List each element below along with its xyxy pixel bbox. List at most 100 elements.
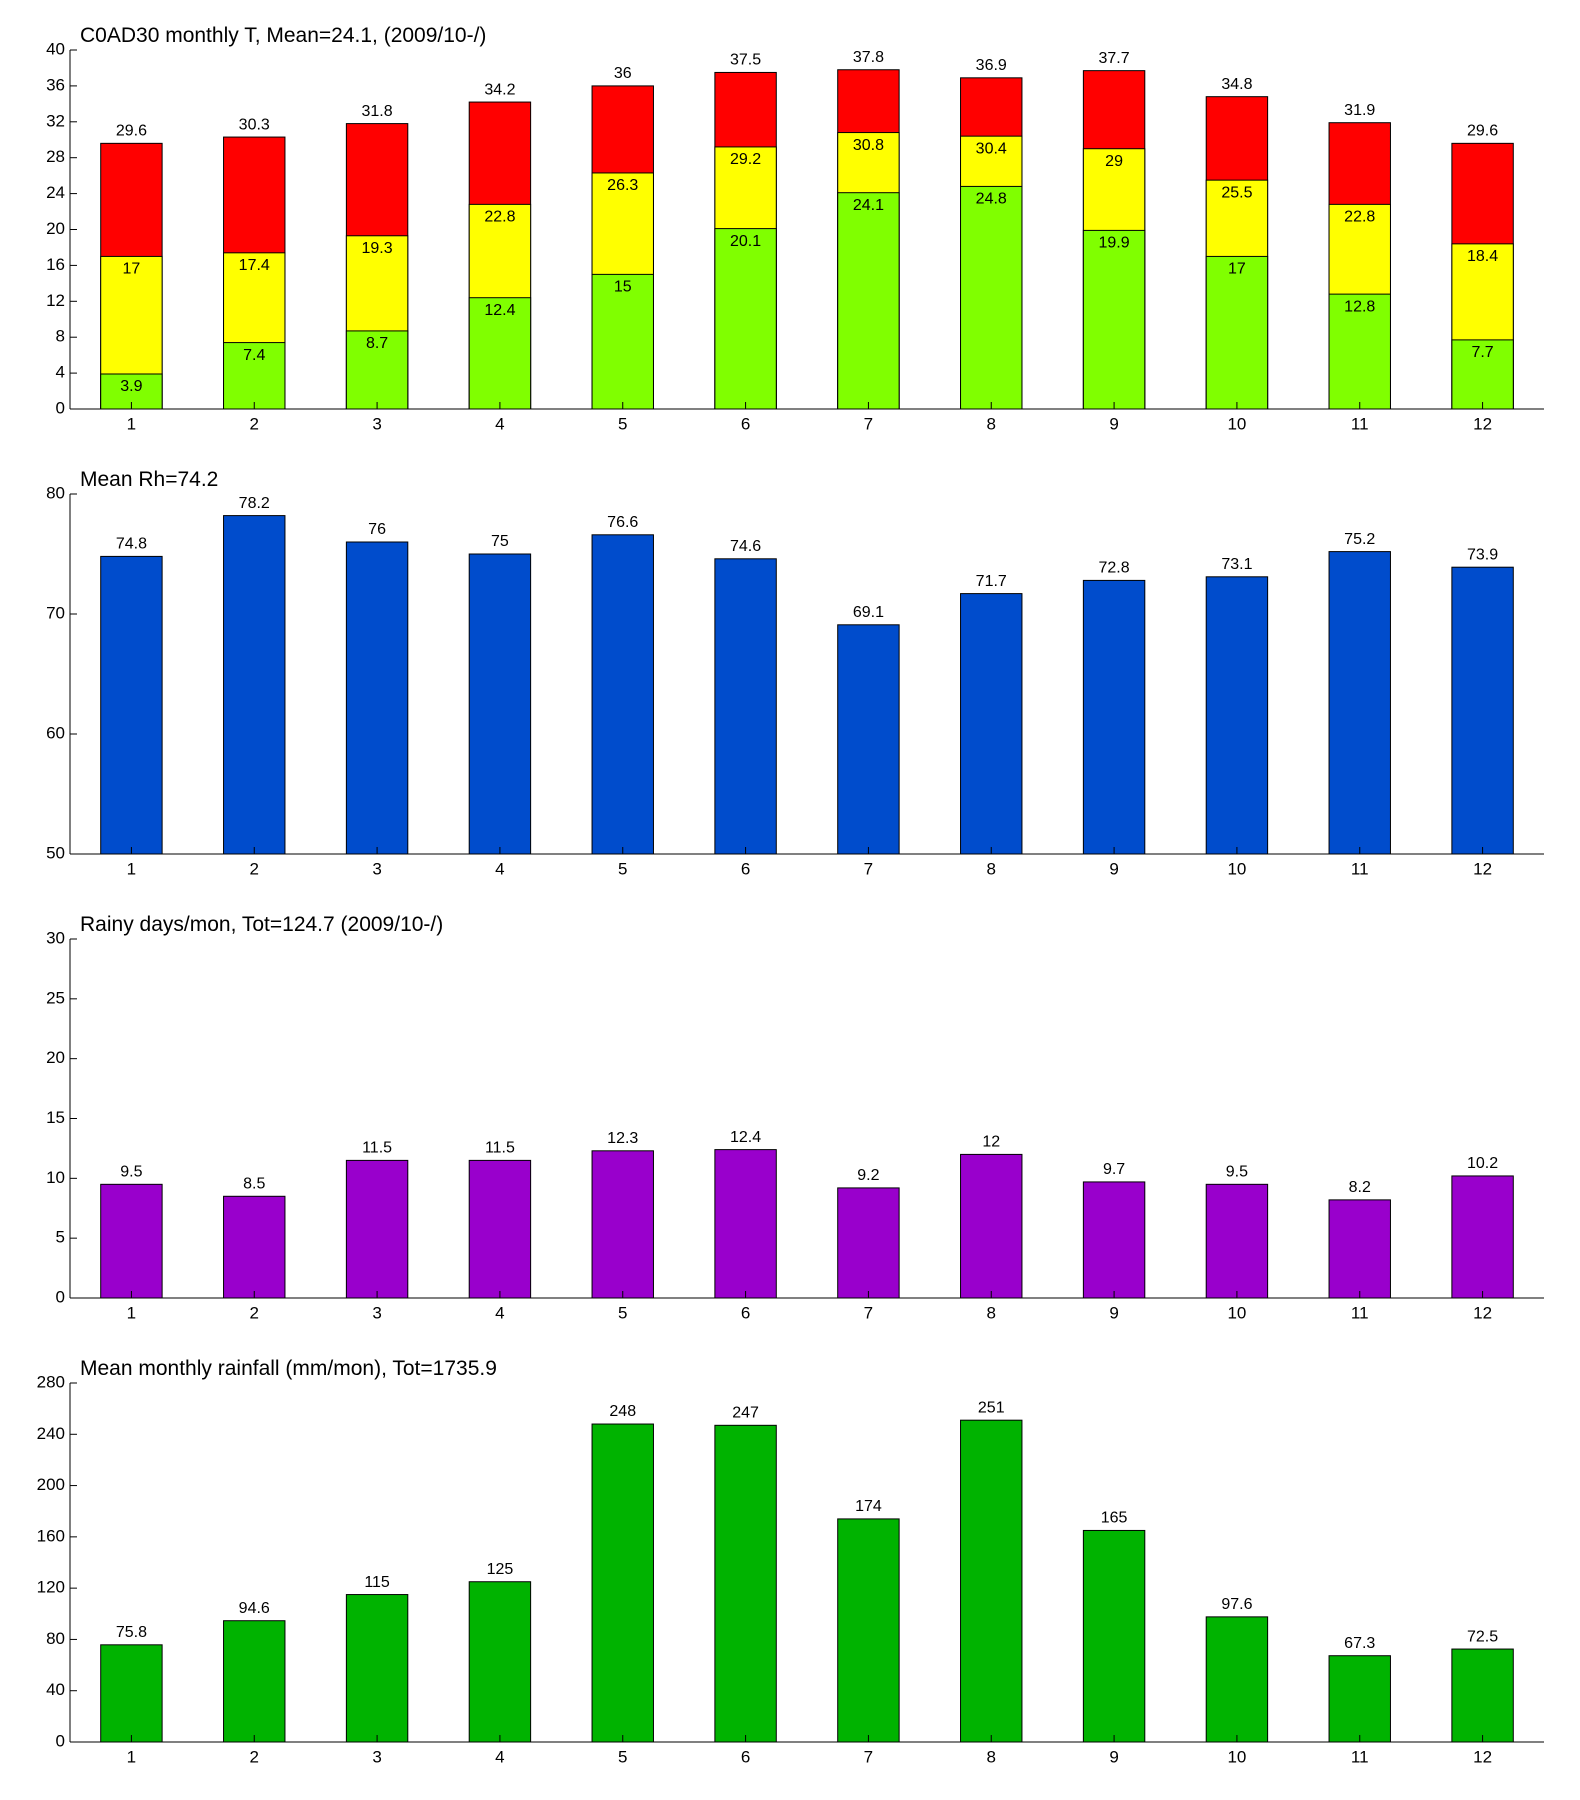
value-label: 18.4 xyxy=(1467,248,1498,265)
value-label: 11.5 xyxy=(362,1140,392,1157)
y-tick-label: 12 xyxy=(46,291,65,310)
y-tick-label: 160 xyxy=(37,1526,65,1545)
value-label: 74.8 xyxy=(116,536,147,553)
x-tick-label: 2 xyxy=(250,859,259,878)
y-tick-label: 36 xyxy=(46,75,65,94)
value-label: 24.8 xyxy=(976,191,1007,208)
y-tick-label: 30 xyxy=(46,928,65,947)
value-label: 247 xyxy=(732,1405,759,1422)
x-tick-label: 5 xyxy=(618,414,627,433)
value-label: 36 xyxy=(614,65,632,82)
bar xyxy=(714,1149,777,1299)
bar xyxy=(960,1419,1023,1743)
x-tick-label: 5 xyxy=(618,859,627,878)
value-label: 76 xyxy=(368,521,386,538)
x-tick-label: 3 xyxy=(372,1747,381,1766)
value-label: 248 xyxy=(609,1403,636,1420)
value-label: 9.7 xyxy=(1103,1161,1125,1178)
x-tick-label: 2 xyxy=(250,1747,259,1766)
bar xyxy=(1451,1175,1514,1299)
bar xyxy=(591,534,654,855)
value-label: 31.8 xyxy=(362,103,393,120)
y-tick-label: 50 xyxy=(46,843,65,862)
bar xyxy=(714,558,777,855)
bar xyxy=(1205,1183,1269,1299)
bar xyxy=(100,1183,163,1299)
value-label: 75.2 xyxy=(1344,531,1375,548)
y-tick-label: 0 xyxy=(56,1731,65,1750)
x-tick-label: 3 xyxy=(372,859,381,878)
x-tick-label: 11 xyxy=(1351,859,1369,878)
x-tick-label: 4 xyxy=(495,1747,504,1766)
value-label: 29.6 xyxy=(1467,123,1498,140)
value-label: 19.3 xyxy=(362,240,393,257)
y-tick-label: 60 xyxy=(46,723,65,742)
x-tick-label: 11 xyxy=(1351,1747,1369,1766)
bar xyxy=(1328,1655,1391,1743)
x-tick-label: 6 xyxy=(741,1303,750,1322)
x-tick-label: 8 xyxy=(987,1303,996,1322)
x-tick-label: 6 xyxy=(741,414,750,433)
value-label: 3.9 xyxy=(120,378,142,395)
value-label: 72.8 xyxy=(1099,560,1130,577)
bar xyxy=(837,1187,900,1299)
y-tick-label: 0 xyxy=(56,398,65,417)
value-label: 29.2 xyxy=(730,151,761,168)
bar xyxy=(714,228,777,410)
y-tick-label: 40 xyxy=(46,39,65,58)
x-tick-label: 12 xyxy=(1473,414,1492,433)
value-label: 11.5 xyxy=(485,1140,515,1157)
value-label: 22.8 xyxy=(484,209,515,226)
x-tick-label: 3 xyxy=(372,1303,381,1322)
y-tick-label: 25 xyxy=(46,988,65,1007)
x-tick-label: 10 xyxy=(1227,1747,1246,1766)
bar xyxy=(1328,551,1391,855)
value-label: 75 xyxy=(491,533,509,550)
x-tick-label: 11 xyxy=(1351,1303,1369,1322)
y-tick-label: 120 xyxy=(37,1578,65,1597)
bar xyxy=(1205,576,1269,855)
value-label: 34.2 xyxy=(484,81,515,98)
bar xyxy=(837,1518,900,1743)
bar xyxy=(714,1424,777,1743)
x-tick-label: 7 xyxy=(864,1747,873,1766)
bar xyxy=(223,1195,286,1299)
value-label: 30.4 xyxy=(976,140,1007,157)
x-tick-label: 10 xyxy=(1227,859,1246,878)
x-tick-label: 4 xyxy=(495,1303,504,1322)
x-tick-label: 11 xyxy=(1351,414,1369,433)
value-label: 29.6 xyxy=(116,123,147,140)
value-label: 30.8 xyxy=(853,137,884,154)
bar xyxy=(1082,1181,1146,1299)
y-tick-label: 0 xyxy=(56,1287,65,1306)
x-tick-label: 5 xyxy=(618,1303,627,1322)
bar xyxy=(1082,1529,1146,1743)
y-tick-label: 10 xyxy=(46,1168,65,1187)
value-label: 12.4 xyxy=(484,302,515,319)
value-label: 74.6 xyxy=(730,538,761,555)
bar xyxy=(468,1159,532,1299)
value-label: 174 xyxy=(855,1498,882,1515)
bar xyxy=(468,297,532,410)
x-tick-label: 2 xyxy=(250,414,259,433)
y-tick-label: 24 xyxy=(46,183,65,202)
value-label: 30.3 xyxy=(239,116,270,133)
bar xyxy=(591,1423,654,1743)
value-label: 20.1 xyxy=(730,233,761,250)
value-label: 25.5 xyxy=(1221,184,1252,201)
bar xyxy=(1205,255,1269,410)
x-tick-label: 1 xyxy=(127,859,136,878)
value-label: 22.8 xyxy=(1344,209,1375,226)
x-tick-label: 5 xyxy=(618,1747,627,1766)
bar xyxy=(468,1581,532,1743)
y-tick-label: 32 xyxy=(46,111,65,130)
y-tick-label: 8 xyxy=(56,327,65,346)
x-tick-label: 7 xyxy=(864,414,873,433)
x-tick-label: 4 xyxy=(495,859,504,878)
chart-title: Mean monthly rainfall (mm/mon), Tot=1735… xyxy=(80,1357,497,1380)
chart-title: Rainy days/mon, Tot=124.7 (2009/10-/) xyxy=(80,913,443,936)
value-label: 34.8 xyxy=(1221,76,1252,93)
y-tick-label: 28 xyxy=(46,147,65,166)
x-tick-label: 12 xyxy=(1473,1303,1492,1322)
